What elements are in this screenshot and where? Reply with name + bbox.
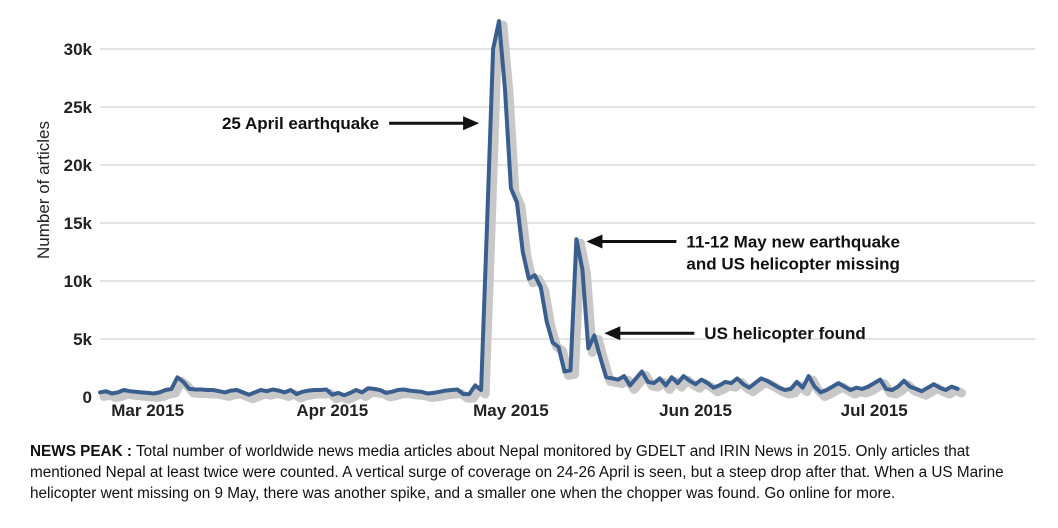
annotation-label: 25 April earthquake [222, 114, 379, 133]
y-axis-ticks: 0 5k 10k 15k 20k 25k 30k [64, 40, 93, 407]
x-tick-label: Jun 2015 [659, 401, 732, 420]
line-chart: 0 5k 10k 15k 20k 25k 30k Mar 2015 Apr 2015 May 2… [34, 19, 1035, 420]
caption: NEWS PEAK : Total number of worldwide ne… [30, 441, 1040, 504]
annotation: US helicopter found [604, 324, 866, 343]
y-tick-label: 30k [64, 40, 93, 59]
annotation: 25 April earthquake [222, 114, 480, 133]
series-layer [98, 19, 960, 398]
annotation: 11-12 May new earthquake and US helicopte… [586, 233, 900, 274]
x-tick-label: Apr 2015 [296, 401, 368, 420]
arrow-head-icon [586, 234, 603, 249]
arrow-head-icon [604, 326, 621, 341]
y-tick-label: 10k [64, 272, 93, 291]
y-axis-label: Number of articles [34, 121, 53, 259]
x-tick-label: Jul 2015 [841, 401, 908, 420]
caption-lead: NEWS PEAK : [30, 443, 132, 460]
series-line [98, 19, 960, 398]
y-tick-label: 15k [64, 214, 93, 233]
annotation-label: and US helicopter missing [686, 255, 900, 274]
annotation-label: 11-12 May new earthquake [686, 233, 900, 252]
x-tick-label: Mar 2015 [111, 401, 184, 420]
x-tick-label: May 2015 [473, 401, 549, 420]
y-tick-label: 5k [73, 330, 92, 349]
y-tick-label: 25k [64, 98, 93, 117]
y-tick-label: 20k [64, 156, 93, 175]
grid-lines [100, 48, 1035, 340]
caption-text: Total number of worldwide news media art… [30, 443, 1004, 502]
x-axis-ticks: Mar 2015 Apr 2015 May 2015 Jun 2015 Jul 2015 [111, 401, 908, 420]
arrow-head-icon [463, 116, 480, 131]
y-tick-label: 0 [83, 388, 92, 407]
annotation-label: US helicopter found [704, 324, 866, 343]
annotations: 25 April earthquake 11-12 May new earthqu… [222, 114, 900, 343]
